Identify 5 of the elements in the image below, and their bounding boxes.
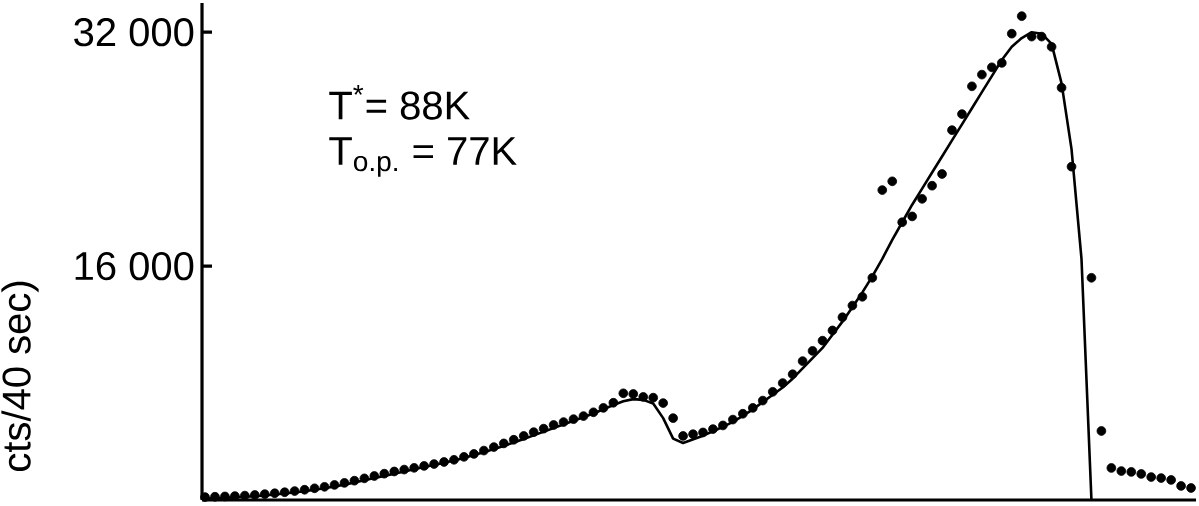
y-tick-label: 16 000 xyxy=(75,251,194,281)
y-tick-label: 32 000 xyxy=(74,18,194,47)
y-axis-title: cts/40 sec) xyxy=(1,281,39,471)
annotation: T$_{o.p.}$ = 77K xyxy=(329,137,517,177)
annotation: T$^{*}$= 88K xyxy=(329,85,470,120)
